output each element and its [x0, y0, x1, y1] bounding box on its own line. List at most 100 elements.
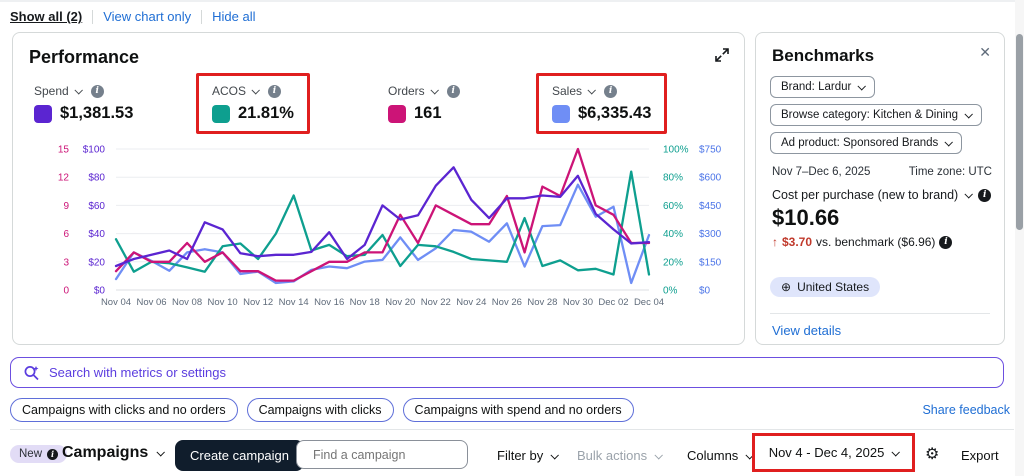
divider: [201, 9, 203, 24]
metric-value-text: $6,335.43: [578, 104, 652, 122]
bulk-actions-dropdown: Bulk actions: [577, 448, 664, 463]
svg-text:$600: $600: [699, 173, 722, 184]
chevron-down-icon: [944, 138, 954, 147]
browse-category-label: Browse category: Kitchen & Dining: [781, 109, 959, 121]
svg-text:Nov 26: Nov 26: [492, 297, 522, 308]
create-campaign-button[interactable]: Create campaign: [175, 440, 304, 471]
svg-text:40%: 40%: [663, 229, 683, 240]
share-feedback-link[interactable]: Share feedback: [922, 403, 1010, 417]
divider: [770, 313, 990, 314]
date-range-annotation-box: Nov 4 - Dec 4, 2025: [752, 433, 915, 472]
info-icon[interactable]: i: [939, 235, 953, 249]
info-icon[interactable]: i: [604, 84, 618, 98]
metric-label-text: Spend: [34, 84, 69, 98]
svg-text:Nov 30: Nov 30: [563, 297, 593, 308]
gear-icon[interactable]: ⚙: [925, 446, 940, 463]
svg-text:$20: $20: [88, 257, 105, 268]
ad-product-dropdown[interactable]: Ad product: Sponsored Brands: [770, 132, 963, 154]
browse-category-dropdown[interactable]: Browse category: Kitchen & Dining: [770, 104, 983, 126]
bulk-actions-label: Bulk actions: [577, 448, 648, 463]
columns-dropdown[interactable]: Columns: [687, 448, 755, 463]
up-arrow-icon: ↑: [772, 235, 778, 249]
chevron-down-icon: [430, 86, 439, 95]
svg-text:Nov 12: Nov 12: [243, 297, 273, 308]
export-button[interactable]: Export: [961, 448, 999, 463]
metric-spend-label: Spend i: [34, 84, 133, 98]
svg-text:15: 15: [58, 145, 70, 156]
ad-product-label: Ad product: Sponsored Brands: [781, 137, 939, 149]
svg-text:Nov 22: Nov 22: [421, 297, 451, 308]
metric-spend[interactable]: Spend i $1,381.53: [18, 73, 149, 134]
filter-clicks-no-orders[interactable]: Campaigns with clicks and no orders: [10, 398, 238, 422]
svg-text:$40: $40: [88, 229, 105, 240]
svg-text:Nov 14: Nov 14: [279, 297, 309, 308]
chevron-down-icon: [251, 86, 260, 95]
date-range-dropdown[interactable]: Nov 4 - Dec 4, 2025: [769, 445, 901, 460]
metric-sales[interactable]: Sales i $6,335.43: [536, 73, 668, 134]
svg-text:9: 9: [63, 201, 69, 212]
globe-icon: ⊕: [781, 280, 792, 294]
campaigns-dropdown[interactable]: Campaigns: [62, 444, 166, 462]
filter-by-dropdown[interactable]: Filter by: [497, 448, 560, 463]
scrollbar-thumb[interactable]: [1016, 34, 1023, 230]
chevron-down-icon: [964, 190, 974, 199]
info-icon[interactable]: i: [268, 84, 282, 98]
info-icon[interactable]: i: [978, 188, 992, 202]
delta-value: $3.70: [782, 235, 813, 249]
performance-chart: 0 $0 0% $0 3 $20 20% $150 6 $40 40% $300 9 $60 60% $450…: [58, 145, 722, 309]
svg-text:3: 3: [63, 257, 69, 268]
svg-text:0: 0: [63, 286, 69, 297]
spend-color-swatch: [34, 104, 52, 123]
chevron-down-icon: [587, 86, 596, 95]
sales-color-swatch: [552, 104, 570, 123]
campaigns-title-text: Campaigns: [62, 444, 149, 461]
svg-text:$60: $60: [88, 201, 105, 212]
svg-text:$0: $0: [699, 286, 711, 297]
view-chart-only-link[interactable]: View chart only: [103, 9, 192, 24]
filter-with-clicks[interactable]: Campaigns with clicks: [246, 398, 394, 422]
hide-all-link[interactable]: Hide all: [212, 9, 256, 24]
metrics-search-bar: [10, 357, 1004, 388]
benchmarks-title: Benchmarks: [772, 46, 875, 65]
info-icon[interactable]: i: [90, 84, 104, 98]
chevron-down-icon: [891, 447, 901, 457]
svg-text:Nov 16: Nov 16: [314, 297, 344, 308]
metric-label-text: Sales: [552, 84, 583, 98]
region-label: United States: [797, 280, 870, 294]
metric-acos[interactable]: ACOS i 21.81%: [196, 73, 310, 134]
info-icon[interactable]: i: [446, 84, 460, 98]
benchmark-date-row: Nov 7–Dec 6, 2025 Time zone: UTC: [772, 166, 992, 178]
metric-acos-value: 21.81%: [212, 104, 294, 123]
metric-spend-value: $1,381.53: [34, 104, 133, 123]
svg-text:12: 12: [58, 173, 70, 184]
svg-text:Nov 06: Nov 06: [136, 297, 166, 308]
expand-icon[interactable]: [712, 45, 732, 65]
svg-text:100%: 100%: [663, 145, 689, 156]
metric-label-text: ACOS: [212, 84, 247, 98]
chevron-down-icon: [964, 110, 974, 119]
benchmark-timezone: Time zone: UTC: [908, 166, 992, 178]
brand-filter-dropdown[interactable]: Brand: Lardur: [770, 76, 876, 98]
filter-by-label: Filter by: [497, 448, 544, 463]
svg-text:0%: 0%: [663, 286, 678, 297]
filter-spend-no-orders[interactable]: Campaigns with spend and no orders: [402, 398, 634, 422]
delta-suffix: vs. benchmark ($6.96): [816, 235, 936, 249]
close-icon[interactable]: ✕: [979, 44, 991, 60]
show-all-link[interactable]: Show all (2): [10, 9, 83, 24]
benchmark-date-range: Nov 7–Dec 6, 2025: [772, 166, 871, 178]
chevron-down-icon: [156, 448, 166, 457]
view-details-link[interactable]: View details: [772, 323, 842, 338]
svg-text:20%: 20%: [663, 257, 683, 268]
metric-orders[interactable]: Orders i 161: [372, 73, 476, 134]
info-icon[interactable]: i: [47, 448, 59, 460]
benchmark-metric-dropdown[interactable]: Cost per purchase (new to brand) i: [772, 188, 992, 202]
svg-text:Nov 04: Nov 04: [101, 297, 131, 308]
metrics-search-input[interactable]: [49, 365, 991, 380]
svg-text:$150: $150: [699, 257, 722, 268]
metric-value-text: $1,381.53: [60, 104, 134, 122]
svg-text:$100: $100: [83, 145, 106, 156]
metric-orders-value: 161: [388, 104, 460, 123]
svg-text:Dec 02: Dec 02: [598, 297, 628, 308]
find-campaign-input[interactable]: [313, 447, 474, 462]
ai-search-icon: [24, 366, 39, 381]
